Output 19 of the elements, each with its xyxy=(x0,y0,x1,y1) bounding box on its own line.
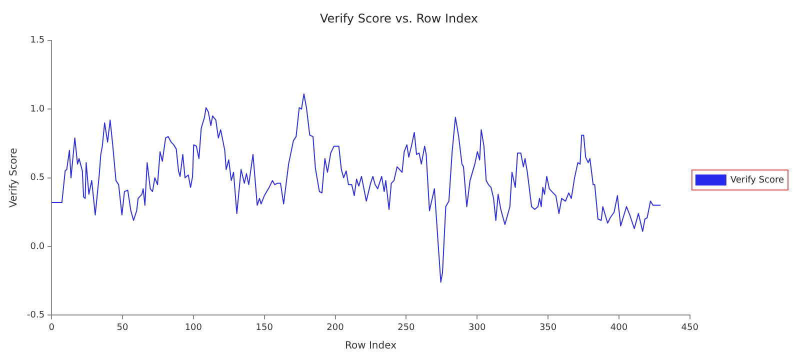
x-axis-title: Row Index xyxy=(344,340,397,352)
x-tick-label: 400 xyxy=(610,322,628,333)
x-tick-label: 200 xyxy=(326,322,344,333)
y-axis-title: Verify Score xyxy=(8,148,20,208)
x-tick-label: 300 xyxy=(468,322,486,333)
y-tick-label: 0.0 xyxy=(30,242,45,252)
chart-title: Verify Score vs. Row Index xyxy=(320,11,478,26)
x-tick-label: 350 xyxy=(539,322,557,333)
y-tick-label: 1.5 xyxy=(30,36,45,46)
x-tick-label: 450 xyxy=(681,322,699,333)
x-tick-label: 50 xyxy=(116,322,128,333)
y-tick-label: 0.5 xyxy=(30,173,45,184)
legend-label: Verify Score xyxy=(730,175,784,186)
x-tick-label: 150 xyxy=(256,322,274,333)
x-tick-label: 0 xyxy=(48,322,55,333)
y-tick-label: 1.0 xyxy=(30,104,45,114)
x-tick-label: 100 xyxy=(184,322,202,333)
x-tick-label: 250 xyxy=(398,322,416,333)
y-tick-label: -0.5 xyxy=(27,310,45,321)
